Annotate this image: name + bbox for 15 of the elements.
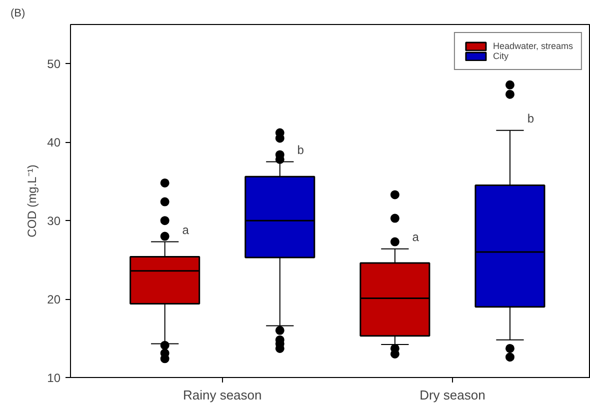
y-tick-label: 10 [47, 371, 61, 385]
x-tick-label: Rainy season [182, 388, 262, 402]
chart-title: (B) [10, 8, 26, 20]
y-tick-label: 50 [47, 57, 61, 72]
annotation: a [412, 230, 420, 244]
annotation: b [297, 143, 304, 158]
annotation: b [527, 112, 534, 126]
annotation: a [182, 223, 190, 238]
legend-label: City [492, 51, 510, 61]
y-tick-label: 40 [47, 136, 61, 150]
legend-label: Headwater, streams [492, 41, 573, 51]
x-tick-label: Dry season [420, 388, 486, 402]
y-tick-label: 30 [47, 214, 61, 228]
y-tick-label: 20 [47, 292, 61, 307]
y-axis-title: COD (mg.L⁻¹) [25, 164, 40, 238]
